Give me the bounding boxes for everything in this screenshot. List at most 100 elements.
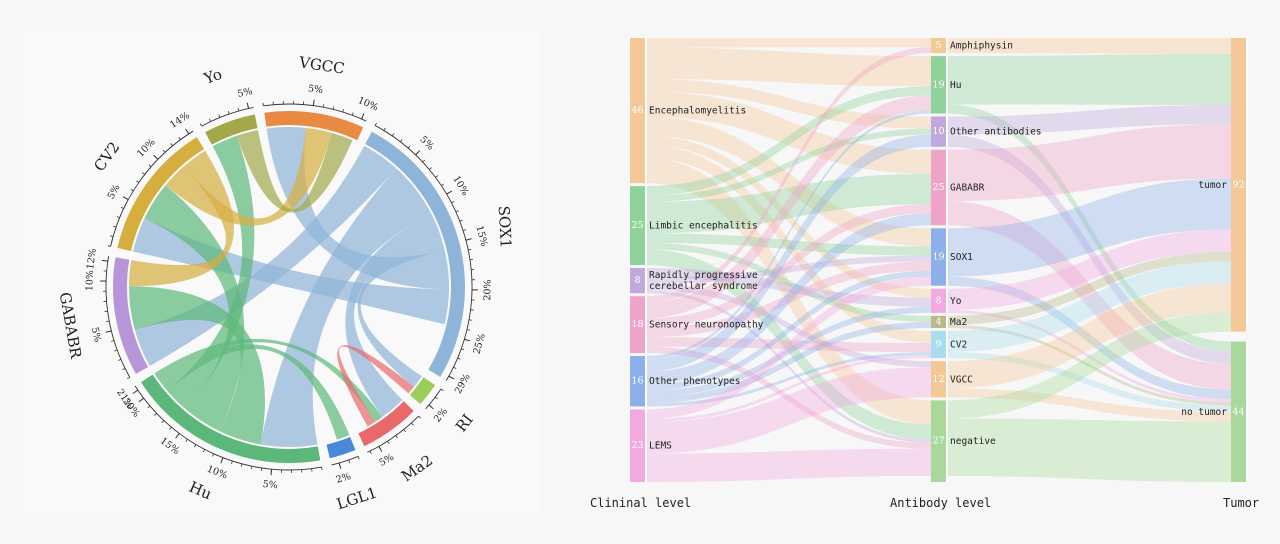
- sankey-node-lems[interactable]: [630, 409, 645, 482]
- sankey-node-tumor[interactable]: [1231, 38, 1246, 332]
- chord-major-tick: [415, 150, 421, 156]
- sankey-link-negative-tumor[interactable]: [946, 312, 1231, 419]
- sankey-link-sensory-neuronopathy-sox1[interactable]: [645, 261, 931, 338]
- sankey-node-no-tumor[interactable]: [1231, 341, 1246, 482]
- sankey-link-hu-tumor[interactable]: [946, 53, 1231, 106]
- chord-ribbon-hu-lgl1[interactable]: [159, 344, 350, 440]
- sankey-node-other-phenotypes[interactable]: [630, 355, 645, 407]
- chord-ribbon-cv2-vgcc[interactable]: [165, 127, 332, 226]
- sankey-link-lems-cv2[interactable]: [645, 355, 931, 423]
- sankey-node-vgcc[interactable]: [931, 361, 946, 398]
- chord-tick-label: 10%: [450, 174, 470, 198]
- sankey-link-other-phenotypes-ma2[interactable]: [645, 321, 931, 404]
- chord-arc-cv2[interactable]: [117, 137, 205, 252]
- chord-minor-tick: [178, 136, 181, 140]
- sankey-link-encephalomyelitis-gababr[interactable]: [645, 91, 931, 174]
- sankey-link-sox1-tumor[interactable]: [946, 178, 1231, 277]
- chord-arc-yo[interactable]: [205, 114, 258, 145]
- sankey-link-sensory-neuronopathy-cv2[interactable]: [645, 337, 931, 353]
- sankey-node-hu[interactable]: [931, 56, 946, 114]
- sankey-link-gababr-no-tumor[interactable]: [946, 201, 1231, 390]
- chord-arc-hu[interactable]: [140, 374, 321, 463]
- sankey-link-lems-negative[interactable]: [645, 448, 931, 482]
- sankey-link-amphiphysin-tumor[interactable]: [946, 38, 1231, 54]
- chord-arc-ma2[interactable]: [358, 401, 414, 447]
- sankey-link-sensory-neuronopathy-amphiphysin[interactable]: [645, 47, 931, 303]
- chord-arc-lgl1[interactable]: [326, 437, 356, 459]
- sankey-link-yo-tumor[interactable]: [946, 229, 1231, 310]
- sankey-node-sensory-neuronopathy[interactable]: [630, 296, 645, 353]
- chord-axis-hu: [134, 385, 322, 471]
- sankey-node-label: Yo: [950, 295, 962, 306]
- sankey-link-lems-vgcc[interactable]: [645, 367, 931, 454]
- sankey-link-other-phenotypes-yo[interactable]: [645, 306, 931, 397]
- sankey-diagram-panel: 46 Encephalomyelitis 25 Limbic encephalitis…: [575, 0, 1280, 544]
- sankey-link-limbic-encephalitis-ma2[interactable]: [645, 242, 931, 322]
- sankey-link-encephalomyelitis-hu[interactable]: [645, 47, 931, 87]
- sankey-link-limbic-encephalitis-negative[interactable]: [645, 249, 931, 440]
- chord-ribbon-sox1-cv2[interactable]: [132, 218, 449, 325]
- sankey-link-encephalomyelitis-other-antibodies[interactable]: [645, 79, 931, 129]
- chord-arc-sox1[interactable]: [365, 131, 465, 377]
- sankey-link-other-phenotypes-other-antibodies[interactable]: [645, 134, 931, 372]
- chord-arc-vgcc[interactable]: [264, 111, 364, 141]
- sankey-link-limbic-encephalitis-hu[interactable]: [645, 86, 931, 196]
- sankey-node-label-line: VGCC: [950, 374, 973, 385]
- sankey-link-limbic-encephalitis-sox1[interactable]: [645, 233, 931, 256]
- sankey-link-ma2-tumor[interactable]: [946, 251, 1231, 325]
- sankey-link-rapidly-progressive-cerebellar-syndrome-negative[interactable]: [645, 290, 931, 443]
- sankey-link-yo-no-tumor[interactable]: [946, 309, 1231, 403]
- sankey-link-sox1-no-tumor[interactable]: [946, 276, 1231, 400]
- sankey-node-gababr[interactable]: [931, 149, 946, 226]
- sankey-link-other-phenotypes-hu[interactable]: [645, 110, 931, 360]
- sankey-link-other-antibodies-no-tumor[interactable]: [946, 134, 1231, 364]
- chord-minor-tick: [407, 145, 411, 149]
- sankey-link-cv2-tumor[interactable]: [946, 261, 1231, 353]
- sankey-link-rapidly-progressive-cerebellar-syndrome-sox1[interactable]: [645, 255, 931, 284]
- chord-ribbon-sox1-hu[interactable]: [260, 168, 432, 448]
- sankey-link-other-antibodies-tumor[interactable]: [946, 105, 1231, 135]
- sankey-link-sensory-neuronopathy-negative[interactable]: [645, 346, 931, 449]
- sankey-link-other-phenotypes-gababr[interactable]: [645, 213, 931, 385]
- sankey-node-cv2[interactable]: [931, 330, 946, 359]
- sankey-link-vgcc-no-tumor[interactable]: [946, 388, 1231, 422]
- sankey-link-encephalomyelitis-cv2[interactable]: [645, 145, 931, 344]
- sankey-link-encephalomyelitis-sox1[interactable]: [645, 116, 931, 247]
- sankey-link-vgcc-tumor[interactable]: [946, 283, 1231, 389]
- sankey-link-other-phenotypes-sox1[interactable]: [645, 270, 931, 391]
- chord-ribbon-ma2-ri[interactable]: [337, 345, 415, 427]
- chord-minor-tick: [453, 366, 457, 369]
- chord-arc-gababr[interactable]: [113, 257, 149, 374]
- sankey-node-amphiphysin[interactable]: [931, 38, 946, 54]
- sankey-node-negative[interactable]: [931, 400, 946, 482]
- sankey-link-rapidly-progressive-cerebellar-syndrome-yo[interactable]: [645, 267, 931, 307]
- sankey-node-other-antibodies[interactable]: [931, 116, 946, 147]
- sankey-link-sensory-neuronopathy-hu[interactable]: [645, 95, 931, 319]
- chord-ribbon-cv2-gababr[interactable]: [129, 150, 234, 287]
- sankey-node-ma2[interactable]: [931, 315, 946, 328]
- sankey-link-encephalomyelitis-amphiphysin[interactable]: [645, 38, 931, 48]
- sankey-node-sox1[interactable]: [931, 228, 946, 286]
- sankey-link-rapidly-progressive-cerebellar-syndrome-vgcc[interactable]: [645, 283, 931, 368]
- sankey-link-gababr-tumor[interactable]: [946, 124, 1231, 202]
- chord-arc-ri[interactable]: [409, 377, 436, 405]
- sankey-link-lems-sox1[interactable]: [645, 276, 931, 419]
- chord-ribbon-hu-cv2[interactable]: [144, 185, 245, 431]
- chord-major-tick: [122, 196, 129, 201]
- sankey-link-encephalomyelitis-negative[interactable]: [645, 157, 931, 425]
- sankey-node-rapidly-progressive-cerebellar-syndrome[interactable]: [630, 267, 645, 294]
- sankey-link-limbic-encephalitis-gababr[interactable]: [645, 173, 931, 234]
- sankey-node-encephalomyelitis[interactable]: [630, 38, 645, 184]
- sankey-link-encephalomyelitis-yo[interactable]: [645, 135, 931, 298]
- chord-ribbon-yo-vgcc[interactable]: [236, 130, 353, 213]
- sankey-node-yo[interactable]: [931, 288, 946, 313]
- sankey-link-other-phenotypes-cv2[interactable]: [645, 352, 931, 407]
- sankey-link-hu-no-tumor[interactable]: [946, 104, 1231, 352]
- sankey-link-cv2-no-tumor[interactable]: [946, 352, 1231, 412]
- sankey-node-limbic-encephalitis[interactable]: [630, 186, 645, 265]
- sankey-link-limbic-encephalitis-other-antibodies[interactable]: [645, 128, 931, 202]
- sankey-link-sensory-neuronopathy-gababr[interactable]: [645, 204, 931, 328]
- chord-minor-tick: [468, 248, 472, 251]
- sankey-link-ma2-no-tumor[interactable]: [946, 324, 1231, 406]
- sankey-link-negative-no-tumor[interactable]: [946, 418, 1231, 482]
